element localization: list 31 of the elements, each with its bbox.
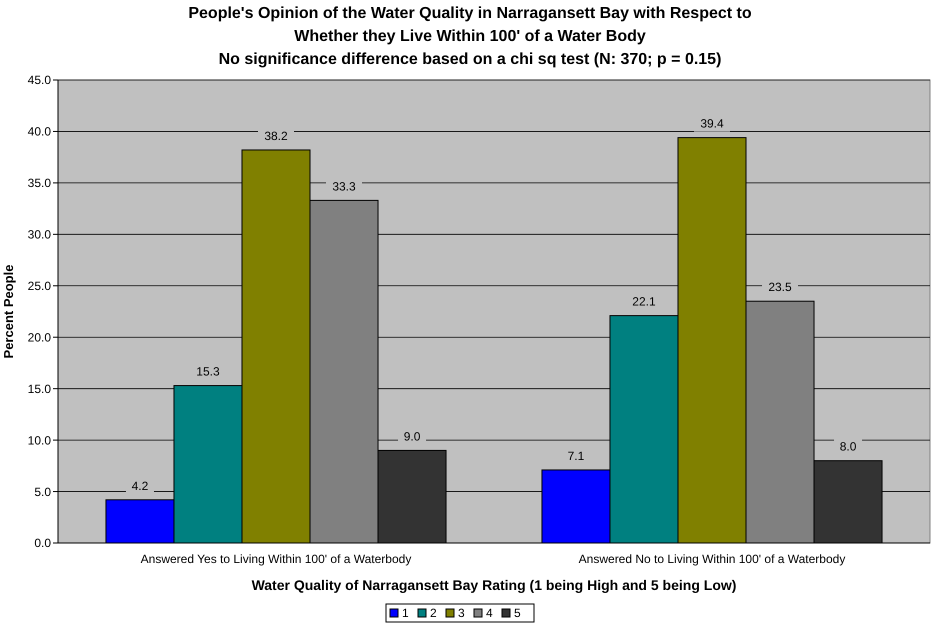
y-tick-label: 25.0 <box>28 278 52 293</box>
data-label: 4.2 <box>132 478 149 493</box>
y-tick-label: 40.0 <box>28 124 52 139</box>
data-label: 8.0 <box>840 440 857 454</box>
x-axis-title: Water Quality of Narragansett Bay Rating (1 being High and 5 being Low) <box>252 577 736 593</box>
data-label: 9.0 <box>404 429 421 444</box>
y-tick-label: 45.0 <box>28 73 52 88</box>
data-label: 38.2 <box>264 128 288 143</box>
data-label: 33.3 <box>332 179 356 194</box>
data-label: 23.5 <box>768 280 792 294</box>
y-tick-label: 20.0 <box>28 330 52 344</box>
y-tick-label: 5.0 <box>34 484 52 499</box>
legend-label: 5 <box>514 606 521 620</box>
y-tick-label: 15.0 <box>28 382 52 396</box>
legend-label: 3 <box>458 606 465 620</box>
chart-subtitle: No significance difference based on a chi sq test (N: 370; p = 0.15) <box>218 51 722 68</box>
data-label: 7.1 <box>568 448 585 463</box>
legend-label: 4 <box>486 606 493 620</box>
data-label: 22.1 <box>632 294 656 309</box>
y-axis-title: Percent People <box>1 264 16 358</box>
legend-label: 1 <box>402 606 409 620</box>
y-tick-label: 35.0 <box>28 176 52 190</box>
chart-title: People's Opinion of the Water Quality in Narragansett Bay with Respect to Whether they Live Within 100' of a Water Body <box>188 5 752 45</box>
x-tick-label: Answered No to Living Within 100' of a Waterbody <box>578 552 846 566</box>
y-tick-label: 10.0 <box>28 433 52 448</box>
x-tick-label: Answered Yes to Living Within 100' of a Waterbody <box>140 552 412 566</box>
data-label: 39.4 <box>700 116 724 131</box>
y-tick-label: 0.0 <box>34 536 52 550</box>
legend-label: 2 <box>430 606 437 620</box>
data-label: 15.3 <box>196 364 220 379</box>
y-tick-label: 30.0 <box>28 228 52 242</box>
